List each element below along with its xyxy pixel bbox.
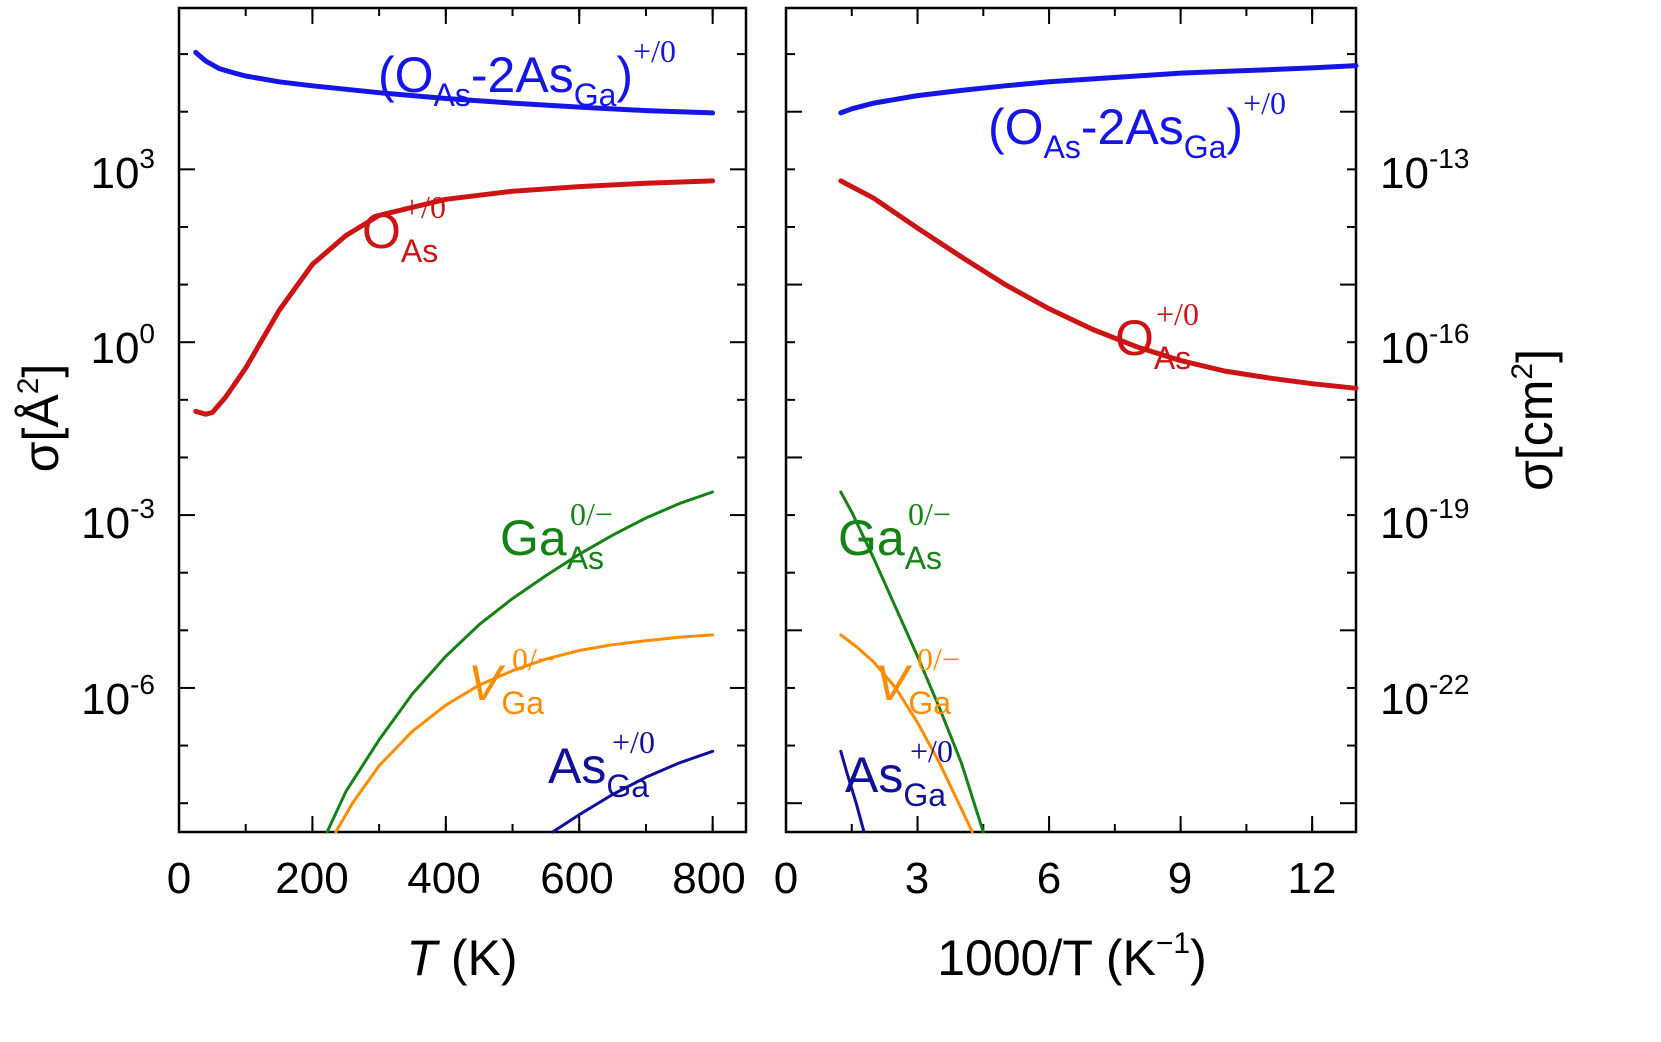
right-y-tick-label-1e-13: 10-13 — [1380, 143, 1469, 198]
right-x-tick-label-12: 12 — [1288, 854, 1337, 903]
left-x-axis-label: T (K) — [406, 930, 517, 986]
left-x-tick-label-0: 0 — [167, 854, 191, 903]
left-label-asga: AsGa+/0 — [548, 724, 655, 804]
left-series-line-4 — [551, 749, 715, 834]
left-series-line-0 — [193, 49, 716, 116]
right-label-oas: OAs+/0 — [1115, 296, 1199, 376]
right-x-tick-label-0: 0 — [774, 854, 798, 903]
left-series-line-2 — [325, 490, 715, 834]
right-label-vga: VGa0/− — [875, 641, 960, 721]
left-curves — [193, 49, 716, 834]
left-label-vga: VGa0/− — [468, 641, 555, 721]
left-x-ticks — [178, 8, 714, 832]
left-y-ticks — [179, 53, 746, 805]
right-plot-frame — [784, 6, 1358, 834]
right-label-oas-2asga: (OAs-2AsGa)+/0 — [988, 85, 1286, 165]
right-y-tick-label-1e-22: 10-22 — [1380, 669, 1469, 724]
left-y-tick-label-1e-6: 10-6 — [81, 669, 155, 724]
left-series-line-3 — [334, 633, 715, 834]
right-panel: 0 3 6 9 12 10-13 10-16 10-19 10-22 1000/… — [774, 6, 1563, 986]
right-y-axis-label: σ[cm2] — [1506, 349, 1563, 491]
right-series-line-1 — [838, 178, 1359, 391]
right-x-axis-label: 1000/T (K−1) — [937, 927, 1207, 986]
right-y-tick-label-1e-19: 10-19 — [1380, 493, 1469, 548]
left-label-oas: OAs+/0 — [362, 189, 446, 269]
left-y-tick-label-1e-3: 10-3 — [81, 493, 155, 548]
right-y-ticks — [786, 53, 1356, 805]
left-x-tick-label-200: 200 — [275, 854, 348, 903]
right-label-gaas: GaAs0/− — [838, 496, 951, 576]
left-y-tick-label-1e3: 103 — [90, 143, 155, 198]
right-series-line-3 — [839, 633, 974, 834]
right-x-ticks — [785, 8, 1314, 832]
left-plot-frame — [177, 6, 748, 834]
right-series-line-4 — [839, 749, 866, 834]
right-y-tick-label-1e-16: 10-16 — [1380, 318, 1469, 373]
left-x-tick-label-400: 400 — [407, 854, 480, 903]
right-series-line-2 — [839, 490, 985, 834]
left-x-tick-label-600: 600 — [540, 854, 613, 903]
right-curves — [838, 63, 1359, 834]
left-label-oas-2asga: (OAs-2AsGa)+/0 — [378, 33, 676, 113]
left-y-axis-label: σ[Å2] — [12, 364, 69, 473]
left-x-tick-label-800: 800 — [672, 854, 745, 903]
left-y-tick-label-1e0: 100 — [90, 318, 155, 373]
right-x-tick-label-6: 6 — [1037, 854, 1061, 903]
left-panel: 0 200 400 600 800 103 100 10-3 10-6 T (K… — [12, 6, 748, 986]
right-x-tick-label-3: 3 — [905, 854, 929, 903]
right-series-line-0 — [838, 63, 1359, 116]
left-series-line-1 — [193, 178, 716, 417]
left-label-gaas: GaAs0/− — [500, 496, 613, 576]
right-label-asga: AsGa+/0 — [845, 733, 953, 813]
right-x-tick-label-9: 9 — [1168, 854, 1192, 903]
